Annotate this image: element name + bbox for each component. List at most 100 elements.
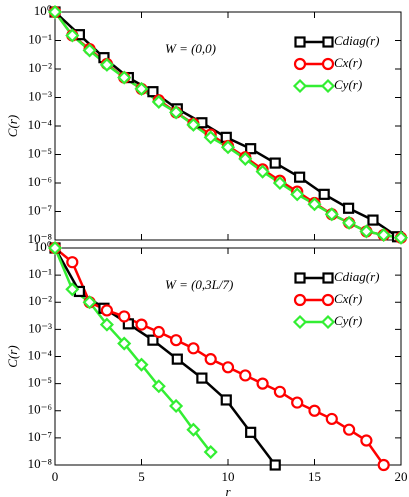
y-tick-label: 10⁻⁷ bbox=[28, 202, 52, 217]
legend-marker bbox=[294, 272, 306, 284]
marker bbox=[255, 164, 270, 179]
marker bbox=[307, 197, 322, 212]
marker bbox=[134, 81, 149, 96]
marker bbox=[203, 445, 218, 460]
y-axis-label: C(r) bbox=[5, 345, 20, 367]
y-tick-label: 10⁻² bbox=[28, 293, 52, 308]
marker bbox=[203, 130, 218, 145]
x-tick-label: 15 bbox=[308, 469, 321, 484]
x-tick-label: 20 bbox=[395, 469, 408, 484]
y-tick-label: 10⁻² bbox=[28, 60, 52, 75]
marker bbox=[99, 317, 114, 332]
marker bbox=[171, 353, 183, 365]
y-tick-label: 10⁻⁵ bbox=[28, 375, 52, 390]
x-axis-label: r bbox=[225, 484, 231, 497]
marker bbox=[117, 336, 132, 351]
y-tick-label: 10⁻⁸ bbox=[28, 456, 53, 471]
marker bbox=[377, 458, 390, 472]
marker bbox=[82, 43, 97, 58]
legend-marker bbox=[321, 57, 335, 71]
y-tick-label: 10⁻⁴ bbox=[28, 347, 53, 362]
marker bbox=[151, 379, 166, 394]
marker bbox=[135, 318, 148, 331]
legend-marker bbox=[320, 314, 336, 330]
marker bbox=[294, 171, 306, 183]
marker bbox=[134, 357, 149, 372]
marker bbox=[272, 175, 287, 191]
legend-marker bbox=[294, 36, 306, 48]
marker bbox=[187, 342, 200, 355]
legend-marker bbox=[293, 57, 307, 71]
marker bbox=[256, 377, 269, 390]
marker bbox=[291, 396, 304, 409]
marker bbox=[186, 117, 201, 132]
y-tick-label: 10⁻⁷ bbox=[28, 429, 52, 444]
y-tick-label: 10⁻³ bbox=[28, 88, 52, 103]
marker bbox=[342, 215, 357, 230]
marker bbox=[204, 353, 217, 366]
marker bbox=[117, 70, 132, 85]
y-tick-label: 10⁻⁵ bbox=[28, 145, 52, 160]
legend-label: Cdiag(r) bbox=[334, 33, 380, 48]
marker bbox=[273, 385, 286, 398]
marker bbox=[169, 105, 184, 120]
x-tick-label: 5 bbox=[138, 469, 145, 484]
legend-marker bbox=[292, 314, 308, 330]
marker bbox=[147, 334, 159, 346]
marker bbox=[151, 94, 166, 109]
marker bbox=[66, 256, 79, 269]
legend-label: Cy(r) bbox=[334, 313, 362, 328]
legend-label: Cdiag(r) bbox=[334, 269, 380, 284]
marker bbox=[343, 423, 356, 436]
marker bbox=[47, 4, 63, 20]
marker bbox=[342, 202, 355, 214]
y-tick-label: 10⁻⁶ bbox=[28, 402, 52, 417]
marker bbox=[359, 224, 374, 239]
marker bbox=[325, 412, 338, 426]
marker bbox=[82, 295, 97, 310]
marker bbox=[245, 143, 257, 155]
marker bbox=[65, 28, 80, 43]
marker bbox=[118, 310, 131, 323]
marker bbox=[308, 404, 321, 417]
legend-label: Cx(r) bbox=[334, 291, 362, 306]
annotation: W = (0,0) bbox=[165, 41, 216, 56]
marker bbox=[269, 459, 281, 471]
marker bbox=[99, 57, 114, 72]
marker bbox=[220, 140, 236, 155]
marker bbox=[269, 157, 281, 169]
y-tick-label: 10⁻⁴ bbox=[28, 117, 53, 132]
legend-marker bbox=[321, 293, 335, 307]
marker bbox=[318, 188, 330, 200]
marker bbox=[324, 207, 339, 222]
marker bbox=[376, 227, 391, 243]
legend-marker bbox=[293, 293, 307, 307]
marker bbox=[47, 240, 63, 256]
marker bbox=[290, 187, 305, 202]
x-tick-label: 0 bbox=[52, 469, 59, 484]
y-tick-label: 10⁰ bbox=[34, 239, 52, 254]
marker bbox=[367, 214, 379, 226]
marker bbox=[100, 304, 114, 317]
legend-label: Cy(r) bbox=[334, 77, 362, 92]
marker bbox=[245, 426, 257, 438]
y-tick-label: 10⁻¹ bbox=[28, 266, 52, 281]
annotation: W = (0,3L/7) bbox=[165, 277, 233, 292]
y-tick-label: 10⁻⁶ bbox=[28, 174, 52, 189]
marker bbox=[196, 372, 208, 384]
y-tick-label: 10⁻¹ bbox=[28, 31, 52, 46]
legend-marker bbox=[320, 78, 336, 94]
y-axis-label: C(r) bbox=[5, 115, 20, 137]
marker bbox=[239, 369, 252, 382]
marker bbox=[65, 282, 80, 297]
legend-marker bbox=[292, 78, 308, 94]
marker bbox=[221, 361, 235, 374]
legend-marker bbox=[322, 36, 334, 48]
x-tick-label: 10 bbox=[222, 469, 235, 484]
legend-label: Cx(r) bbox=[334, 55, 362, 70]
marker bbox=[186, 422, 201, 437]
marker bbox=[220, 394, 232, 406]
marker bbox=[152, 325, 165, 339]
marker bbox=[360, 434, 373, 447]
